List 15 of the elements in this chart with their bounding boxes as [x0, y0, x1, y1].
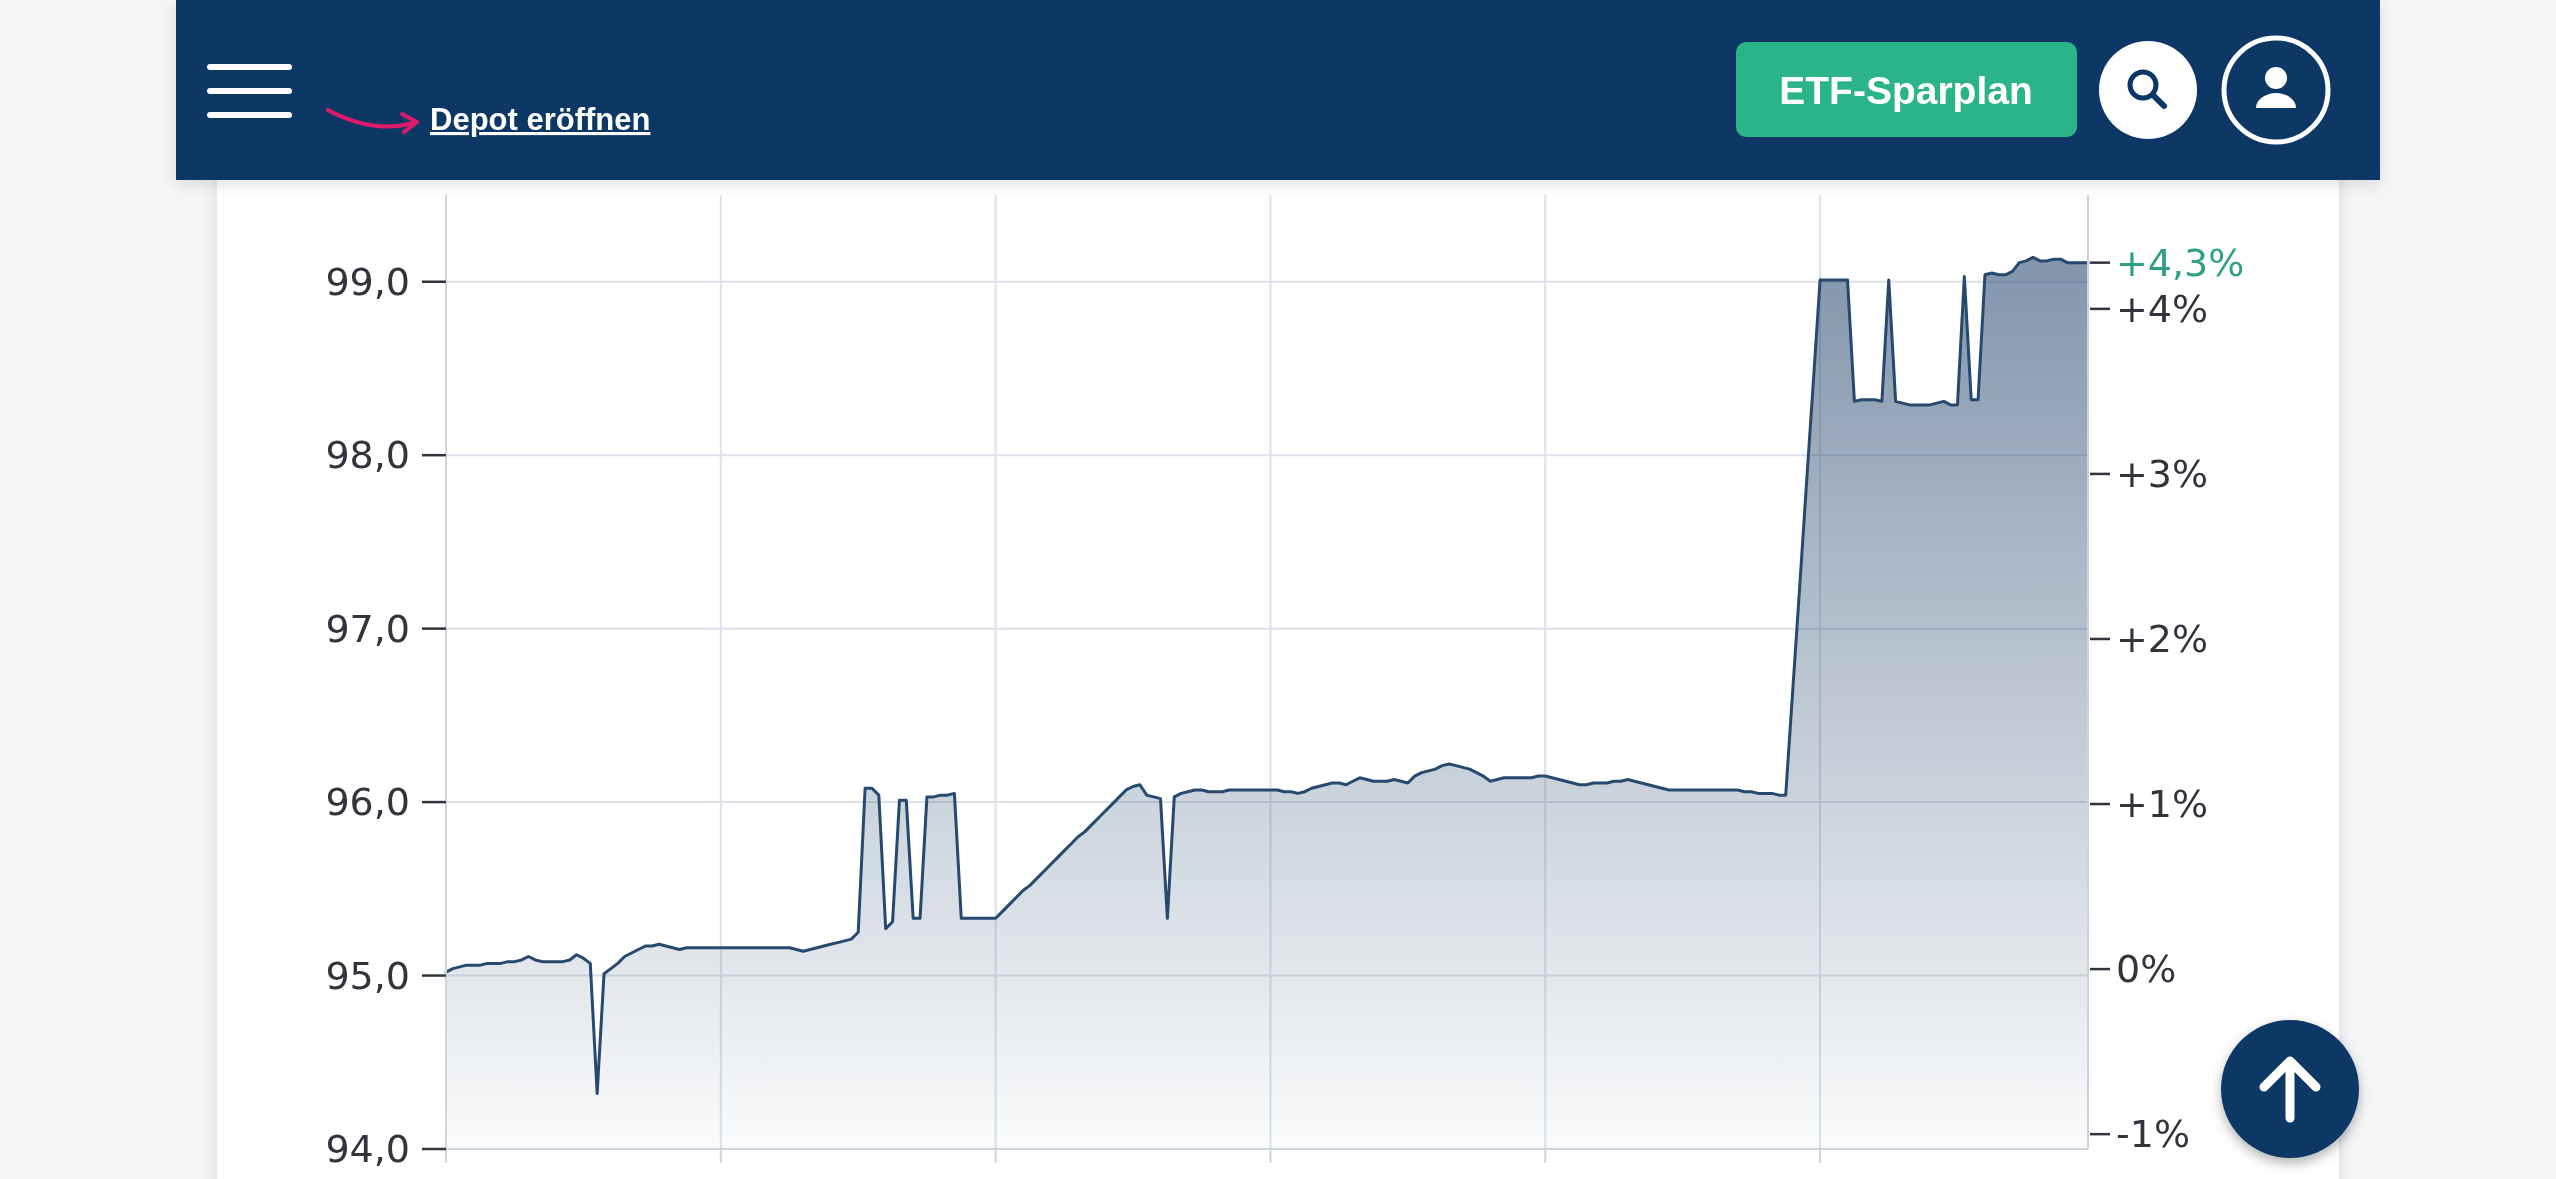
text: Depot eröffnen	[430, 102, 651, 137]
y-tick-label: 94,0	[325, 1127, 410, 1171]
y-tick-label: 99,0	[325, 259, 410, 304]
text: ETF-Sparplan	[1779, 68, 2033, 112]
y2-tick-label: +3%	[2116, 451, 2209, 496]
y2-tick-label: 0%	[2116, 947, 2177, 992]
y-tick-label: 95,0	[325, 953, 410, 998]
y2-tick-label: +2%	[2116, 616, 2209, 661]
text: +4,3%	[2116, 240, 2245, 285]
y2-tick-label: -1%	[2116, 1112, 2190, 1157]
y2-tick-label: +1%	[2116, 782, 2209, 827]
y2-tick-label: +4%	[2116, 286, 2209, 331]
y-tick-label: 97,0	[325, 606, 410, 651]
y-tick-label: 96,0	[325, 780, 410, 825]
y-tick-label: 98,0	[325, 433, 410, 478]
